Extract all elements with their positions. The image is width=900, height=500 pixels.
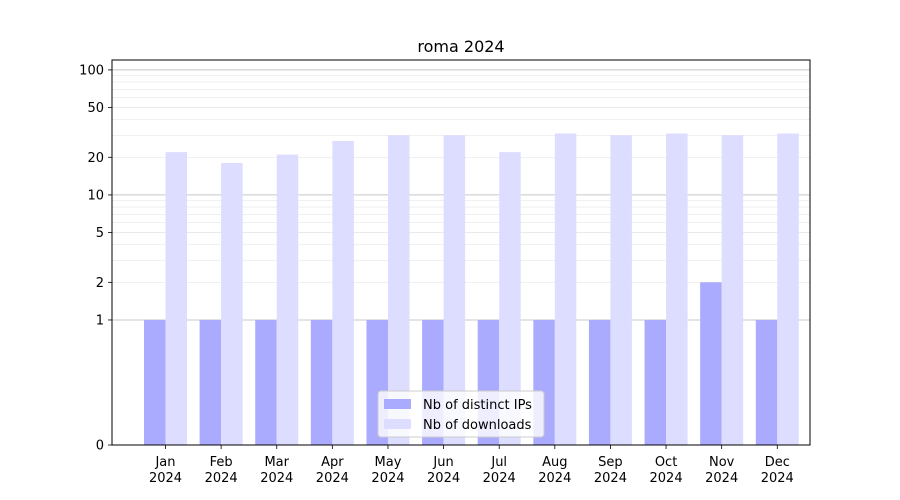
x-tick-label: May 2024: [371, 455, 404, 486]
bar-downloads: [443, 135, 466, 445]
bar-distinct-ips: [755, 319, 778, 445]
legend: Nb of distinct IPs Nb of downloads: [377, 390, 545, 438]
bar-downloads: [554, 133, 577, 445]
bar-distinct-ips: [144, 319, 166, 445]
bar-distinct-ips: [310, 319, 333, 445]
bar-downloads: [499, 152, 521, 445]
bar-downloads: [387, 135, 410, 445]
legend-label: Nb of downloads: [423, 418, 532, 433]
y-tick-label: 1: [96, 313, 104, 328]
x-tick-label: Jan 2024: [149, 455, 182, 486]
legend-label: Nb of distinct IPs: [423, 398, 532, 413]
bar-distinct-ips: [588, 319, 611, 445]
legend-swatch: [384, 399, 411, 409]
x-tick-label: Feb 2024: [205, 455, 238, 486]
bar-distinct-ips: [255, 319, 277, 445]
bar-distinct-ips: [199, 319, 222, 445]
bar-distinct-ips: [700, 282, 722, 445]
legend-box: [377, 390, 545, 438]
y-tick-label: 5: [96, 226, 104, 241]
x-tick-label: Nov 2024: [705, 455, 738, 486]
bar-downloads: [276, 154, 299, 446]
x-tick-label: Mar 2024: [260, 455, 293, 486]
bar-downloads: [610, 135, 632, 445]
x-tick-label: Jul 2024: [483, 455, 516, 486]
x-tick-label: Aug 2024: [538, 455, 571, 486]
bar-distinct-ips: [644, 319, 667, 445]
x-tick-label: Oct 2024: [650, 455, 683, 486]
bar-downloads: [221, 163, 243, 445]
x-tick-label: Jun 2024: [427, 455, 460, 486]
y-tick-label: 2: [96, 276, 104, 291]
y-tick-label: 10: [87, 188, 104, 203]
legend-swatch: [384, 419, 411, 429]
bar-downloads: [165, 152, 187, 445]
bar-downloads: [777, 133, 799, 445]
y-tick-label: 20: [87, 151, 104, 166]
y-tick-label: 100: [79, 63, 104, 78]
chart-title: roma 2024: [417, 37, 504, 56]
x-tick-label: Sep 2024: [594, 455, 627, 486]
x-tick-label: Apr 2024: [316, 455, 349, 486]
y-tick-label: 0: [96, 439, 104, 454]
bar-downloads: [332, 140, 354, 445]
bar-downloads: [666, 133, 688, 445]
bar-downloads: [721, 135, 744, 445]
plot-frame: [111, 59, 811, 446]
x-tick-label: Dec 2024: [761, 455, 794, 486]
y-tick-label: 50: [87, 101, 104, 116]
axes: Jan 2024 Feb 2024 Mar 2024 Apr 2024 May 2024 Jun 20…: [79, 59, 811, 486]
